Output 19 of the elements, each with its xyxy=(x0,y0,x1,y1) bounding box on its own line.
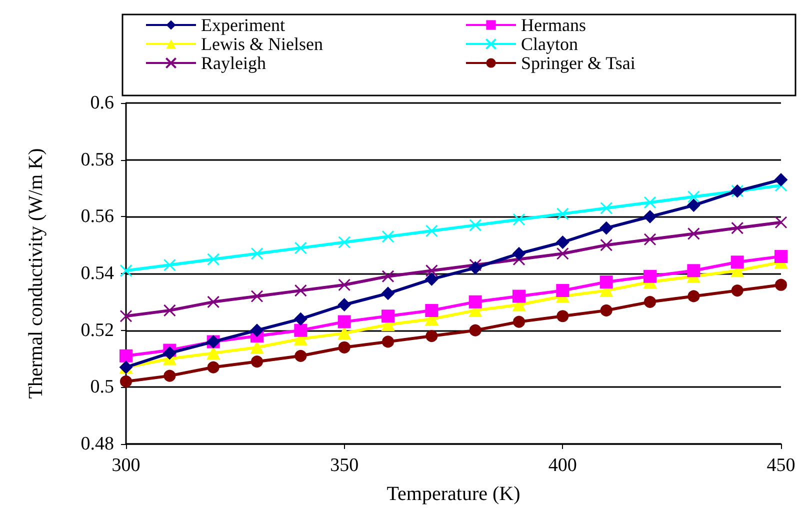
x-axis-title: Temperature (K) xyxy=(386,483,520,505)
legend-label: Rayleigh xyxy=(201,53,266,73)
x-tick-label: 300 xyxy=(112,455,140,476)
y-tick-label: 0.6 xyxy=(90,92,114,114)
y-axis-title: Thermal conductivity (W/m K) xyxy=(25,148,47,399)
legend-label: Hermans xyxy=(521,15,586,35)
y-tick-label: 0.56 xyxy=(80,206,114,228)
y-tick-label: 0.54 xyxy=(80,263,114,284)
legend-label: Experiment xyxy=(201,15,285,35)
x-tick-label: 400 xyxy=(548,455,577,476)
y-tick-label: 0.52 xyxy=(80,320,114,341)
x-tick-label: 350 xyxy=(330,455,359,476)
y-tick-label: 0.58 xyxy=(80,149,114,170)
legend-label: Clayton xyxy=(521,34,578,54)
legend-label: Springer & Tsai xyxy=(521,53,636,73)
y-tick-label: 0.48 xyxy=(80,434,114,454)
y-tick-label: 0.5 xyxy=(90,376,114,398)
x-tick-label: 450 xyxy=(766,455,796,476)
legend-label: Lewis & Nielsen xyxy=(201,34,323,54)
